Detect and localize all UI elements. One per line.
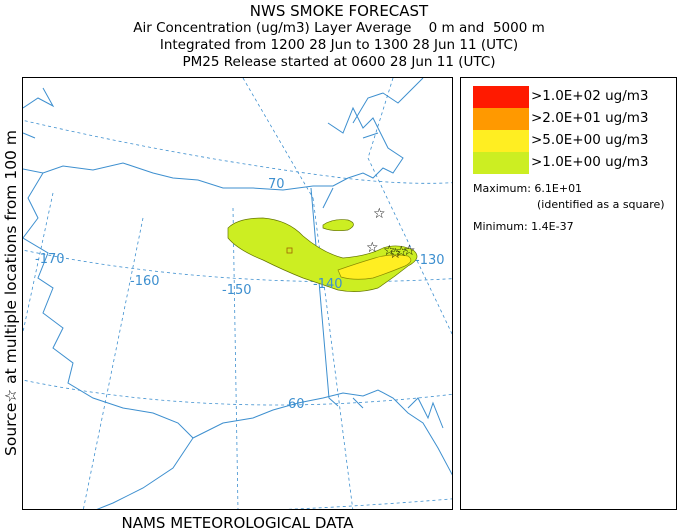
legend-item: >1.0E+02 ug/m3 (473, 86, 673, 108)
data-source-footer: NAMS METEOROLOGICAL DATA (121, 514, 354, 532)
source-marker: ☆ (373, 206, 386, 222)
source-markers: ☆ ☆ ☆ ☆ ☆ ☆ (366, 206, 416, 262)
lon-label-140: -140 (313, 277, 343, 292)
lat-line-60 (23, 379, 452, 406)
source-marker: ☆ (383, 243, 396, 259)
smoke-map: ☆ ☆ ☆ ☆ ☆ ☆ 70 60 -170 -160 -150 -140 -1… (22, 77, 453, 510)
lon-line-150 (232, 207, 239, 509)
legend-label: >1.0E+00 ug/m3 (531, 154, 649, 170)
panhandle-islands (352, 397, 444, 429)
lon-label-130: -130 (415, 253, 445, 268)
lat-label-70: 70 (268, 177, 285, 192)
concentration-subtitle: Air Concentration (ug/m3) Layer Average … (133, 20, 545, 36)
legend-swatch (473, 108, 529, 130)
lon-line-170 (23, 192, 54, 334)
lon-line-160 (83, 217, 144, 509)
lat-label-60: 60 (288, 397, 305, 412)
legend-panel: >1.0E+02 ug/m3 >2.0E+01 ug/m3 >5.0E+00 u… (460, 77, 677, 510)
legend-label: >1.0E+02 ug/m3 (531, 88, 649, 104)
integration-period: Integrated from 1200 28 Jun to 1300 28 J… (159, 37, 519, 53)
release-info: PM25 Release started at 0600 28 Jun 11 (… (182, 54, 496, 70)
source-marker: ☆ (395, 244, 408, 260)
alaska-north-coast (23, 106, 404, 191)
legend-swatch (473, 152, 529, 174)
plume-inner (337, 254, 412, 280)
lon-label-170: -170 (35, 252, 65, 267)
legend-item: >1.0E+00 ug/m3 (473, 152, 673, 174)
chukotka-coast (23, 87, 55, 139)
plume-north-patch (322, 219, 354, 232)
source-marker: ☆ (389, 246, 402, 262)
source-marker: ☆ (366, 240, 379, 256)
lat-line-55 (286, 498, 452, 509)
source-marker: ☆ (403, 243, 416, 259)
legend-label: >2.0E+01 ug/m3 (531, 110, 649, 126)
lon-label-150: -150 (222, 283, 252, 298)
legend-label: >5.0E+00 ug/m3 (531, 132, 649, 148)
max-concentration-square (286, 247, 293, 254)
maximum-note: (identified as a square) (537, 198, 665, 211)
lon-line-140 (312, 197, 354, 509)
map-canvas: ☆ ☆ ☆ ☆ ☆ ☆ 70 60 -170 -160 -150 -140 -1… (23, 78, 452, 509)
alaska-south-coast (192, 389, 452, 476)
maximum-value: Maximum: 6.1E+01 (473, 182, 583, 195)
canadian-arctic-coast (322, 78, 424, 209)
lon-line-north (242, 78, 394, 199)
forecast-title: NWS SMOKE FORECAST (249, 2, 429, 20)
legend-swatch (473, 86, 529, 108)
source-label: Source☆ at multiple locations from 100 m (2, 130, 20, 456)
legend-swatch (473, 130, 529, 152)
alaska-west-coast (23, 172, 194, 509)
legend-item: >5.0E+00 ug/m3 (473, 130, 673, 152)
legend-item: >2.0E+01 ug/m3 (473, 108, 673, 130)
minimum-value: Minimum: 1.4E-37 (473, 220, 574, 233)
lat-line-70 (23, 119, 452, 184)
source-label-column: Source☆ at multiple locations from 100 m (0, 77, 22, 510)
lon-label-160: -160 (130, 274, 160, 289)
